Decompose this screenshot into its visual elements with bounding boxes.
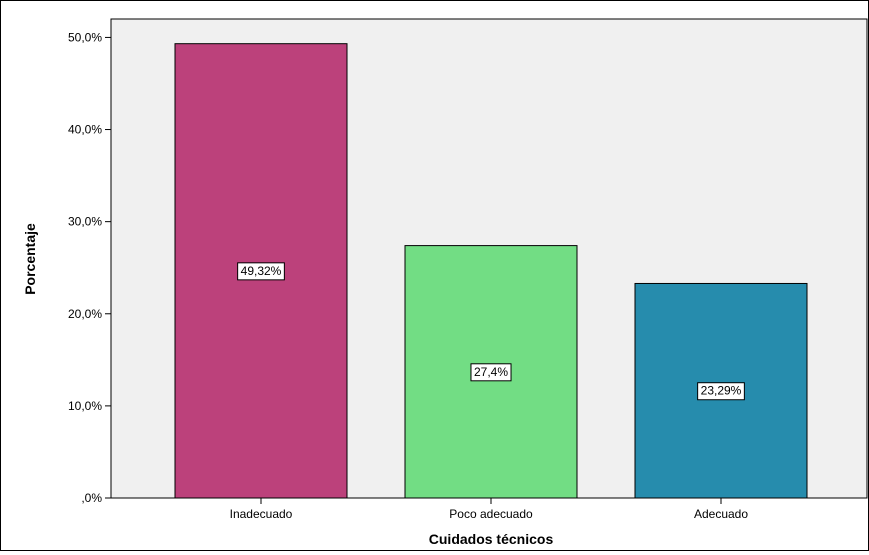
y-axis: ,0% 10,0% 20,0% 30,0% 40,0% 50,0% — [68, 19, 112, 505]
data-label: 27,4% — [470, 363, 512, 382]
data-labels: 49,32% 27,4% 23,29% — [237, 262, 745, 401]
x-tick-label: Inadecuado — [230, 507, 293, 521]
y-tick-label: 50,0% — [68, 30, 102, 44]
data-label-text: 27,4% — [474, 365, 508, 379]
data-label-box — [470, 363, 512, 382]
data-label: 23,29% — [697, 382, 745, 401]
x-axis-title: Cuidados técnicos — [429, 531, 554, 547]
y-tick-label: ,0% — [81, 491, 102, 505]
y-tick-label: 30,0% — [68, 215, 102, 229]
y-tick-label: 40,0% — [68, 123, 102, 137]
data-label: 49,32% — [237, 262, 285, 281]
x-tick-label: Adecuado — [694, 507, 748, 521]
x-tick-label: Poco adecuado — [449, 507, 533, 521]
x-axis: Inadecuado Poco adecuado Adecuado — [105, 497, 867, 521]
y-tick-label: 10,0% — [68, 399, 102, 413]
data-label-box — [697, 382, 745, 401]
data-label-box — [237, 262, 285, 281]
data-label-text: 49,32% — [241, 264, 282, 278]
data-label-text: 23,29% — [701, 384, 742, 398]
y-tick-label: 20,0% — [68, 307, 102, 321]
y-axis-title: Porcentaje — [22, 223, 38, 295]
